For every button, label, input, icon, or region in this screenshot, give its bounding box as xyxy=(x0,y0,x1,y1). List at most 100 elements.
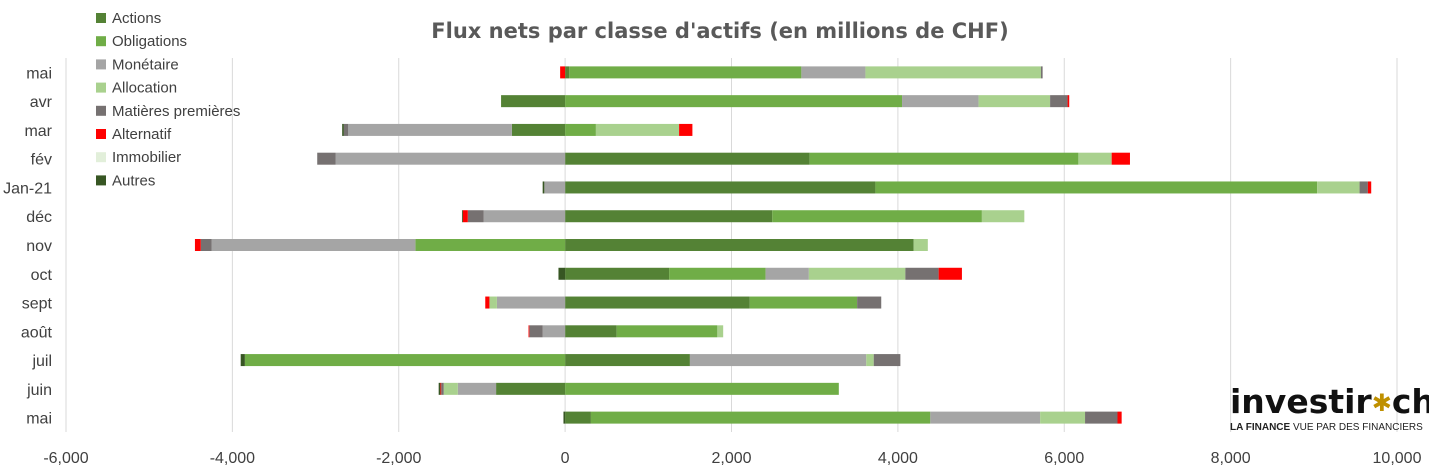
bar-segment xyxy=(1078,152,1112,165)
bar-segment xyxy=(765,267,809,280)
bar-segment xyxy=(1117,411,1122,424)
bar-segment xyxy=(565,382,839,395)
bar-segment xyxy=(565,152,810,165)
bar-segment xyxy=(542,181,545,194)
y-category-label: oct xyxy=(31,267,53,284)
bar-segment xyxy=(244,354,566,367)
logo-tagline-part1: LA FINANCE xyxy=(1230,422,1291,433)
legend-label: Autres xyxy=(112,172,155,189)
logo-suffix: ch xyxy=(1391,382,1429,421)
bar-segment xyxy=(335,152,566,165)
legend-swatch xyxy=(96,175,106,186)
bar-segment xyxy=(565,296,750,309)
bar-segment xyxy=(563,411,566,424)
legend-label: Obligations xyxy=(112,33,187,50)
bar-segment xyxy=(595,123,680,136)
y-category-label: mar xyxy=(24,123,52,140)
bar-segment xyxy=(483,210,566,223)
logo-tagline-part2: VUE PAR DES FINANCIERS xyxy=(1292,422,1423,433)
bar-segment xyxy=(528,325,530,338)
bar-segment xyxy=(981,210,1025,223)
bar-segment xyxy=(496,382,566,395)
bar-segment xyxy=(866,354,874,367)
bar-segment xyxy=(438,382,441,395)
bar-segment xyxy=(342,123,344,136)
logo-name: investir xyxy=(1230,382,1372,421)
legend-label: Actions xyxy=(112,10,161,27)
legend-label: Allocation xyxy=(112,80,177,97)
bar-segment xyxy=(717,325,724,338)
bar-segment xyxy=(461,210,463,223)
legend-swatch xyxy=(96,13,106,23)
legend-swatch xyxy=(96,59,106,70)
bar-segment xyxy=(1067,95,1070,108)
bar-segment xyxy=(467,210,484,223)
bar-segment xyxy=(457,382,497,395)
bar-segment xyxy=(565,239,914,251)
x-tick-label: 10,000 xyxy=(1373,450,1422,467)
x-tick-label: 6,000 xyxy=(1044,450,1084,467)
bar-segment xyxy=(801,66,866,79)
legend-swatch xyxy=(96,129,106,139)
legend-swatch xyxy=(96,152,106,163)
bar-segment xyxy=(938,267,962,280)
bar-segment xyxy=(772,210,982,223)
bar-segment xyxy=(542,325,566,338)
bar-segment xyxy=(565,181,876,194)
bar-segment xyxy=(569,66,802,79)
y-category-label: juil xyxy=(31,353,52,370)
bar-segment xyxy=(930,411,1041,424)
bar-segment xyxy=(857,296,882,309)
y-category-label: avr xyxy=(30,94,53,111)
y-category-label: août xyxy=(21,324,53,341)
logo-wordmark: investir✱ch xyxy=(1230,382,1429,421)
chart-title: Flux nets par classe d'actifs (en millio… xyxy=(431,19,1008,43)
bar-segment xyxy=(1111,152,1130,165)
bar-segment xyxy=(978,95,1051,108)
bar-segment xyxy=(1085,411,1118,424)
bar-segment xyxy=(1040,66,1043,79)
bar-segment xyxy=(1367,181,1372,194)
y-category-label: déc xyxy=(26,209,52,226)
bar-segment xyxy=(489,296,497,309)
logo-tagline: LA FINANCE VUE PAR DES FINANCIERS xyxy=(1230,422,1425,433)
y-category-label: Jan-21 xyxy=(3,180,52,197)
bar-segment xyxy=(501,95,566,108)
bar-segment xyxy=(873,354,901,367)
bar-segment xyxy=(1317,181,1360,194)
bar-segment xyxy=(240,354,245,367)
y-category-label: nov xyxy=(26,238,52,255)
bar-segment xyxy=(348,123,512,136)
bar-segment xyxy=(1050,95,1068,108)
bar-segment xyxy=(865,66,1041,79)
legend-swatch xyxy=(96,36,106,47)
bar-segment xyxy=(565,325,617,338)
bar-segment xyxy=(441,382,444,395)
bar-segment xyxy=(443,382,458,395)
bar-segment xyxy=(902,95,979,108)
y-category-label: fév xyxy=(31,152,52,169)
legend-label: Immobilier xyxy=(112,149,181,166)
bar-segment xyxy=(485,296,490,309)
bar-segment xyxy=(669,267,766,280)
bar-segment xyxy=(913,239,928,251)
bar-segment xyxy=(565,354,690,367)
legend-swatch xyxy=(96,105,106,116)
bar-segment xyxy=(809,152,1079,165)
x-axis: -6,000 -4,000 -2,000 0 2,000 4,000 6,000 8,000 1… xyxy=(43,450,1421,467)
bar-segment xyxy=(462,210,468,223)
x-tick-label: 4,000 xyxy=(878,450,918,467)
bar-segment xyxy=(875,181,1318,194)
bar-segment xyxy=(679,123,693,136)
y-category-label: sept xyxy=(22,296,53,313)
bar-segment xyxy=(616,325,718,338)
bar-segment xyxy=(565,66,570,79)
bar-segment xyxy=(415,239,566,251)
bar-segment xyxy=(211,239,416,251)
x-tick-label: 8,000 xyxy=(1211,450,1251,467)
x-tick-label: -4,000 xyxy=(210,450,255,467)
x-tick-label: 2,000 xyxy=(711,450,751,467)
bar-segment xyxy=(558,267,566,280)
legend-label: Alternatif xyxy=(112,126,172,143)
bar-segment xyxy=(565,95,903,108)
